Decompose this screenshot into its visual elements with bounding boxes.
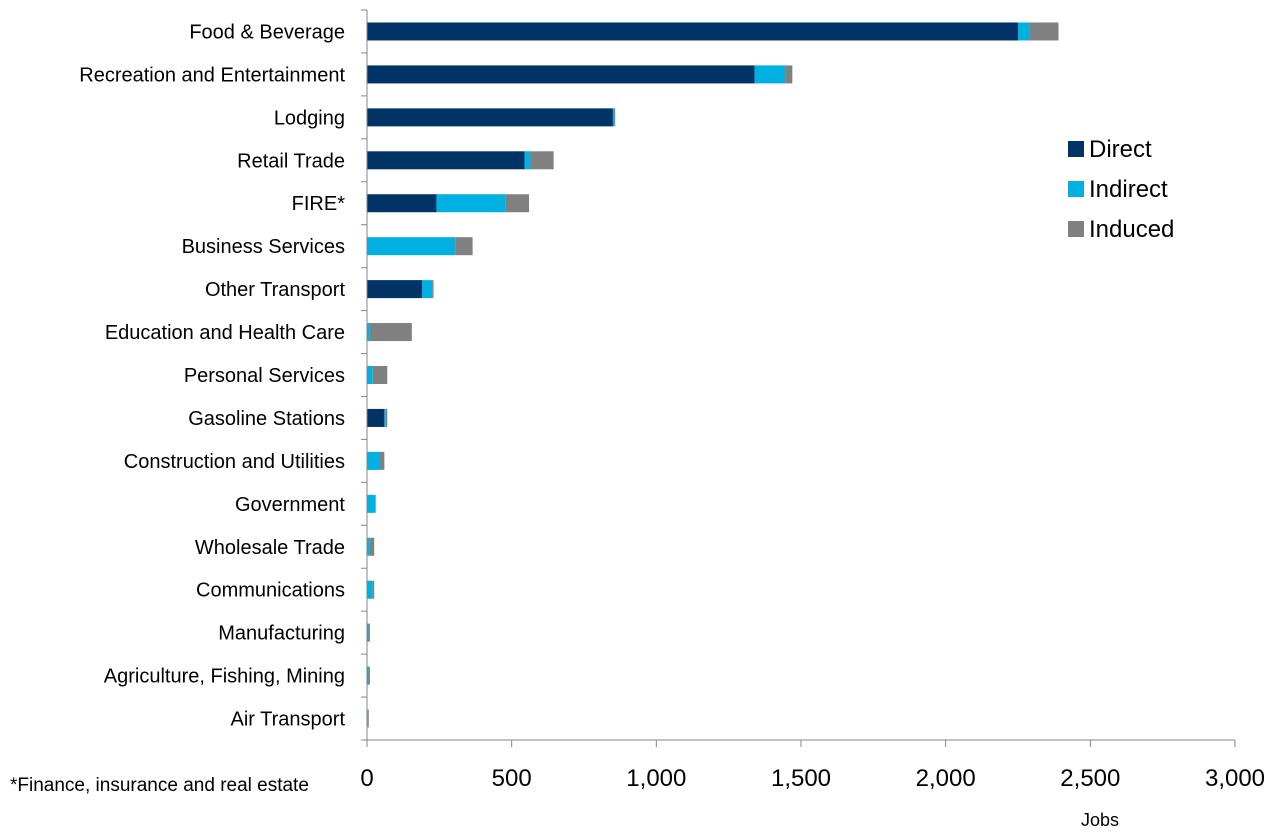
bar-direct-4: [367, 194, 437, 213]
bar-indirect-11: [367, 494, 376, 513]
x-tick-label: 0: [360, 765, 373, 792]
bar-induced-0: [1029, 22, 1059, 41]
bar-indirect-5: [367, 237, 456, 256]
bar-direct-0: [367, 22, 1018, 41]
x-tick-label: 1,000: [626, 765, 686, 792]
bar-indirect-1: [754, 65, 786, 84]
bar-induced-1: [785, 65, 793, 84]
x-tick-label: 1,500: [771, 765, 831, 792]
bar-induced-2: [614, 108, 616, 127]
category-label: Gasoline Stations: [188, 408, 345, 430]
bar-induced-4: [505, 194, 530, 213]
bar-indirect-2: [612, 108, 615, 127]
bar-indirect-0: [1018, 22, 1030, 41]
bar-indirect-3: [524, 151, 531, 170]
category-label: Wholesale Trade: [195, 537, 345, 559]
legend-label-indirect: Indirect: [1089, 176, 1168, 203]
bar-induced-9: [385, 408, 388, 427]
category-label: Retail Trade: [237, 150, 345, 172]
category-label: FIRE*: [292, 193, 346, 215]
category-label: Air Transport: [231, 709, 346, 731]
bar-induced-3: [530, 151, 554, 170]
axes: 0 500 1,000 1,500 2,000 2,500 3,000: [360, 9, 1265, 792]
bar-induced-16: [367, 709, 369, 728]
bar-indirect-13: [367, 580, 373, 599]
bar-induced-10: [380, 451, 385, 470]
bar-induced-13: [372, 580, 375, 599]
bar-direct-6: [367, 280, 422, 299]
category-label: Government: [235, 494, 345, 516]
legend-label-induced: Induced: [1089, 216, 1174, 243]
category-label: Personal Services: [184, 365, 345, 387]
x-tick-label: 500: [492, 765, 532, 792]
category-label: Food & Beverage: [189, 21, 345, 43]
bar-direct-9: [367, 408, 385, 427]
bar-indirect-14: [367, 623, 369, 642]
bar-indirect-8: [367, 366, 373, 384]
category-label: Other Transport: [205, 279, 346, 301]
bar-induced-15: [368, 666, 370, 685]
bar-direct-3: [367, 151, 525, 170]
category-label: Communications: [196, 580, 345, 602]
legend-swatch-direct: [1068, 141, 1084, 157]
bar-indirect-10: [367, 451, 381, 470]
bar-induced-7: [369, 323, 412, 342]
bars-group: [367, 22, 1059, 728]
bar-induced-6: [432, 280, 434, 299]
legend-swatch-indirect: [1068, 181, 1084, 197]
bar-indirect-15: [367, 666, 369, 685]
category-label: Lodging: [274, 107, 345, 129]
bar-direct-1: [367, 65, 755, 84]
bar-indirect-4: [436, 194, 506, 213]
category-label: Recreation and Entertainment: [79, 64, 345, 86]
footnote: *Finance, insurance and real estate: [10, 775, 309, 796]
bar-indirect-6: [421, 280, 433, 299]
category-labels: Food & Beverage Recreation and Entertainm…: [79, 21, 345, 730]
bar-indirect-12: [367, 537, 370, 556]
category-label: Construction and Utilities: [124, 451, 345, 473]
bar-indirect-7: [367, 323, 370, 342]
bar-direct-2: [367, 108, 613, 127]
bar-indirect-9: [384, 408, 386, 427]
legend: Direct Indirect Induced: [1068, 136, 1174, 243]
x-tick-label: 2,000: [916, 765, 976, 792]
category-label: Agriculture, Fishing, Mining: [104, 666, 345, 688]
category-label: Manufacturing: [218, 623, 345, 645]
legend-swatch-induced: [1068, 221, 1084, 237]
x-tick-label: 3,000: [1205, 765, 1265, 792]
x-tick-label: 2,500: [1060, 765, 1120, 792]
bar-induced-14: [368, 623, 370, 642]
category-label: Business Services: [182, 236, 345, 258]
bar-induced-12: [369, 537, 375, 556]
legend-label-direct: Direct: [1089, 136, 1152, 163]
bar-induced-5: [455, 237, 473, 256]
x-axis-title: Jobs: [1081, 810, 1119, 830]
bar-induced-8: [372, 366, 388, 384]
category-label: Education and Health Care: [105, 322, 345, 344]
